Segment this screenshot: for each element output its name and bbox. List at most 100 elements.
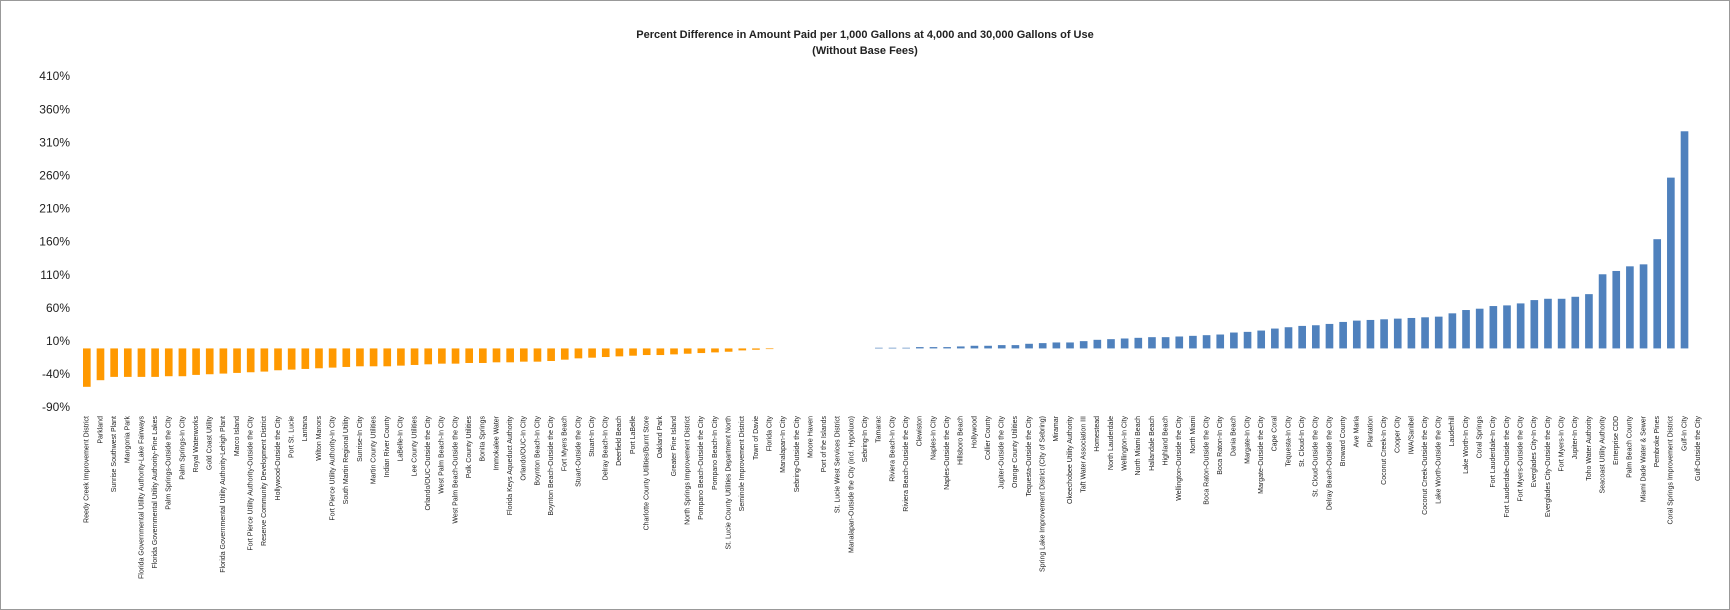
bar bbox=[1257, 330, 1266, 349]
bar bbox=[1352, 320, 1361, 349]
x-tick-label: Parkland bbox=[97, 416, 104, 444]
bar bbox=[1421, 317, 1429, 349]
bar bbox=[1011, 345, 1020, 349]
bar bbox=[1680, 131, 1689, 349]
x-tick-label: Indian River County bbox=[384, 416, 391, 478]
bar bbox=[724, 348, 733, 352]
bar bbox=[875, 347, 883, 349]
bar bbox=[1120, 338, 1129, 349]
bar bbox=[1626, 266, 1634, 349]
x-tick-label: Collier County bbox=[985, 416, 992, 460]
x-tick-label: Greater Pine Island bbox=[671, 416, 678, 476]
bar bbox=[765, 348, 774, 350]
x-tick-label: Wilton Manors bbox=[316, 416, 323, 461]
bar bbox=[1653, 239, 1662, 349]
x-tick-label: Ave Maria bbox=[1354, 416, 1361, 447]
x-tick-label: North Miami bbox=[1190, 416, 1197, 454]
x-tick-label: Naples-Outside the City bbox=[944, 416, 951, 490]
bar bbox=[1093, 339, 1102, 349]
bar bbox=[1161, 337, 1170, 349]
x-tick-label: Florida Keys Aqueduct Authority bbox=[507, 416, 514, 516]
y-tick-label: 160% bbox=[39, 235, 70, 249]
bar bbox=[438, 348, 446, 364]
bar bbox=[369, 348, 378, 367]
bar bbox=[465, 348, 474, 363]
x-tick-label: Gulf-Outside the City bbox=[1695, 416, 1702, 481]
bar bbox=[233, 348, 241, 373]
x-tick-label: Martin County Utilities bbox=[370, 416, 377, 485]
bar bbox=[274, 348, 282, 371]
bar bbox=[178, 348, 187, 377]
bar bbox=[96, 348, 105, 381]
bar bbox=[1598, 274, 1607, 349]
x-tick-label: Fort Myers Beach bbox=[562, 416, 569, 471]
x-tick-label: Port of the Islands bbox=[821, 416, 828, 473]
x-tick-label: Royal Waterworks bbox=[193, 416, 200, 473]
x-tick-label: Delray Beach-Outside the City bbox=[1326, 416, 1333, 511]
bar bbox=[1667, 177, 1675, 349]
x-tick-label: Seminole Improvement District bbox=[739, 416, 746, 511]
x-tick-label: Okeechobee Utility Authority bbox=[1067, 416, 1074, 504]
x-tick-label: Riviera Beach-In City bbox=[889, 416, 896, 482]
bar bbox=[970, 345, 979, 349]
x-tick-label: Charlotte County Utilities/Burnt Store bbox=[644, 416, 651, 530]
bar bbox=[1366, 319, 1375, 349]
x-tick-label: Stuart-Outside the City bbox=[575, 416, 582, 487]
bar bbox=[1544, 298, 1552, 349]
bar bbox=[642, 348, 651, 356]
x-tick-label: Pompano Beach-In City bbox=[712, 416, 719, 490]
x-tick-label: Sebring-In City bbox=[862, 416, 869, 463]
x-tick-label: Palm Springs-Outside the City bbox=[166, 416, 173, 510]
x-tick-label: Orange County Utilities bbox=[1012, 416, 1019, 488]
x-tick-label: Seacoast Utility Authority bbox=[1599, 416, 1606, 494]
x-tick-label: Florida Governmental Utility Authority-P… bbox=[152, 416, 159, 569]
x-tick-label: Broward County bbox=[1340, 416, 1347, 467]
x-tick-label: Coconut Creek-Outside the City bbox=[1422, 416, 1429, 515]
x-tick-label: Reserve Community Development District bbox=[261, 416, 268, 546]
x-tick-label: Hollywood bbox=[971, 416, 978, 448]
x-tick-label: Lake Worth-Outside the City bbox=[1436, 416, 1443, 504]
x-tick-label: St. Cloud-In City bbox=[1299, 416, 1306, 467]
bar bbox=[601, 348, 610, 358]
x-tick-label: Gulf-In City bbox=[1681, 416, 1688, 452]
bar bbox=[342, 348, 351, 367]
bar bbox=[1134, 337, 1143, 349]
bar bbox=[547, 348, 555, 361]
bar bbox=[560, 348, 569, 360]
x-tick-label: Immokalee Water bbox=[493, 415, 500, 470]
bar bbox=[1189, 335, 1197, 349]
x-tick-label: Boynton Beach-In City bbox=[534, 416, 541, 486]
y-tick-label: 260% bbox=[39, 168, 70, 182]
x-tick-label: Coral Springs Improvement District bbox=[1668, 416, 1675, 525]
x-tick-label: North Lauderdale bbox=[1108, 416, 1115, 470]
bar bbox=[670, 348, 678, 355]
x-tick-label: Toho Water Authority bbox=[1586, 416, 1593, 481]
x-tick-label: Coral Springs bbox=[1477, 416, 1484, 459]
x-tick-label: Homestead bbox=[1094, 416, 1101, 452]
bar bbox=[383, 348, 392, 367]
x-tick-label: Deerfield Beach bbox=[616, 416, 623, 466]
x-tick-label: Manalapan-In City bbox=[780, 416, 787, 473]
bar bbox=[1052, 342, 1061, 349]
bar bbox=[1339, 321, 1347, 349]
x-tick-label: Fort Lauderdale-In City bbox=[1490, 416, 1497, 488]
bar bbox=[929, 347, 938, 349]
x-tick-label: Bonita Springs bbox=[480, 416, 487, 462]
bar bbox=[356, 348, 364, 367]
y-tick-label: -40% bbox=[42, 367, 70, 381]
bar bbox=[151, 348, 159, 377]
bar bbox=[683, 348, 692, 354]
x-tick-label: Margate-In City bbox=[1244, 416, 1251, 464]
y-tick-label: -90% bbox=[42, 400, 70, 414]
bar bbox=[1516, 303, 1525, 349]
x-tick-label: Palm Beach County bbox=[1627, 416, 1634, 478]
bar bbox=[397, 348, 405, 366]
bar bbox=[956, 346, 965, 349]
bar bbox=[1148, 337, 1156, 349]
x-tick-label: South Martin Regional Utility bbox=[343, 416, 350, 505]
bar bbox=[287, 348, 296, 370]
bar bbox=[615, 348, 624, 357]
x-tick-label: Boca Raton-In City bbox=[1217, 416, 1224, 475]
